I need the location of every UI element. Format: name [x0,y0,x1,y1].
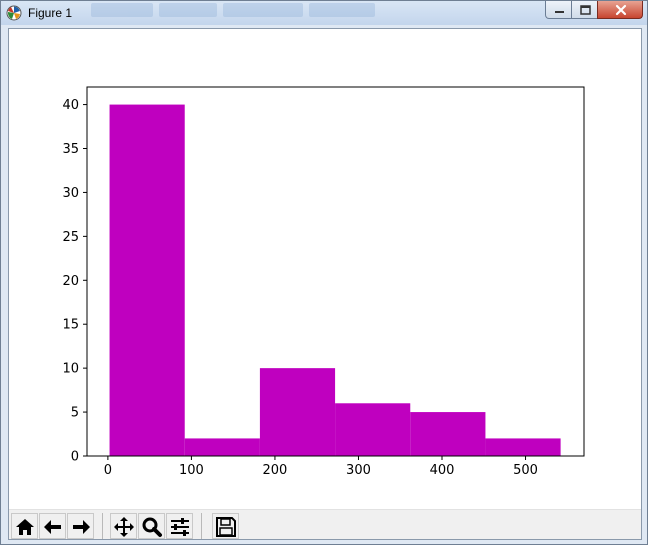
minimize-button[interactable] [545,1,572,19]
move-icon [114,517,134,537]
y-tick-label: 10 [62,362,79,377]
x-tick-label: 100 [179,463,204,478]
close-icon [615,4,627,16]
figure-canvas: 0 100 200 300 400 500 0 5 10 15 20 25 30 35 40 [9,29,641,509]
pan-button[interactable] [110,513,137,539]
floppy-icon [216,517,236,537]
x-tick-label: 0 [104,463,112,478]
histogram-bar [184,438,260,456]
y-tick-label: 15 [62,318,79,333]
maximize-icon [580,5,591,15]
histogram-chart: 0 100 200 300 400 500 0 5 10 15 20 25 30 35 40 [62,86,585,478]
toolbar-separator [102,513,103,539]
title-bar[interactable]: Figure 1 [1,1,647,25]
y-tick-label: 40 [62,98,79,113]
y-tick-label: 20 [62,274,79,289]
histogram-bar [109,104,185,457]
sliders-icon [171,518,189,536]
arrow-right-icon [73,520,90,534]
window-title: Figure 1 [28,6,73,20]
histogram-bar [335,403,411,456]
magnifier-icon [142,517,162,537]
save-button[interactable] [212,513,239,539]
configure-subplots-button[interactable] [166,513,193,539]
minimize-icon [555,11,564,13]
toolbar-separator [201,513,202,539]
y-tick-label: 0 [71,450,79,465]
back-button[interactable] [39,513,66,539]
forward-button[interactable] [67,513,94,539]
x-tick-label: 400 [430,463,455,478]
y-tick-label: 35 [62,142,79,157]
x-tick-label: 500 [513,463,538,478]
maximize-button[interactable] [571,1,598,19]
navigation-toolbar [9,509,641,539]
home-icon [16,519,34,535]
histogram-bar [410,412,486,456]
y-tick-label: 30 [62,186,79,201]
matplotlib-icon [6,5,22,21]
histogram-bar [485,438,561,456]
y-tick-label: 25 [62,230,79,245]
y-tick-label: 5 [71,406,79,421]
x-tick-label: 200 [263,463,288,478]
plot-frame [86,86,585,457]
figure-client-area: 0 100 200 300 400 500 0 5 10 15 20 25 30 35 40 [8,28,642,540]
zoom-button[interactable] [138,513,165,539]
home-button[interactable] [11,513,38,539]
histogram-bar [259,368,336,456]
background-taskbar-tabs [91,1,381,21]
x-tick-label: 300 [346,463,371,478]
arrow-left-icon [44,520,61,534]
close-button[interactable] [597,1,643,19]
